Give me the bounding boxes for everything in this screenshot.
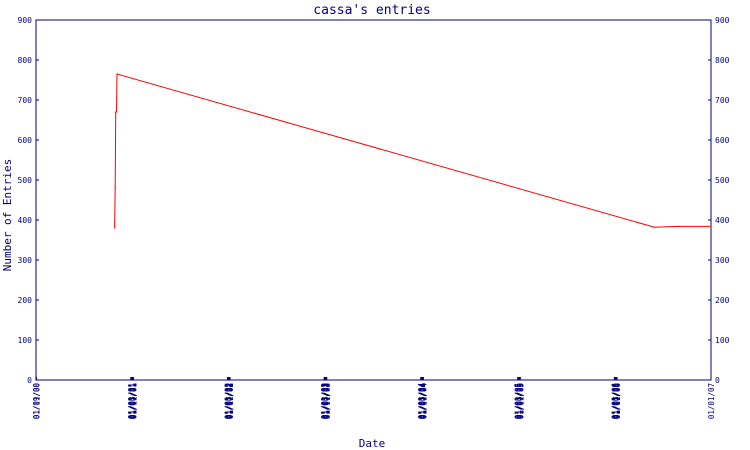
x-tick-label: 01/05/05 [515,383,524,419]
x-tick-label: 01/01/04 [417,383,426,420]
x-tick-label: 01/01/07 [707,383,716,419]
chart-title: cassa's entries [313,3,430,18]
x-tick-label: 01/11/06 [613,383,622,420]
data-point [116,73,118,75]
x-tick-label: 01/09/02 [226,383,235,419]
y-tick-label-right: 700 [715,96,730,105]
x-tick-label: 01/07/04 [418,383,427,420]
x-tick-label: 01/01/03 [320,383,329,419]
x-tick-label: 01/09/01 [129,383,138,419]
x-tick-label: 01/03/05 [514,383,523,419]
x-tick-label: 01/01/02 [223,383,232,419]
y-tick-label-left: 700 [18,96,33,105]
x-tick-label: 01/07/03 [322,383,331,419]
y-tick-label-left: 800 [18,56,33,65]
y-tick-label-right: 900 [715,16,730,25]
x-tick-label: 01/05/02 [225,383,234,419]
x-tick-label: 01/03/03 [321,383,330,419]
y-tick-label-left: 500 [18,176,33,185]
y-tick-label-right: 600 [715,136,730,145]
data-point [115,111,118,113]
x-tick-label: 01/03/02 [224,383,233,419]
y-ticks-right: 0 100 200 300 400 500 600 700 800 900 [708,16,730,385]
y-tick-label-right: 500 [715,176,730,185]
x-tick-label: 01/03/04 [417,383,426,420]
y-tick-label-right: 400 [715,216,730,225]
y-tick-label-left: 600 [18,136,33,145]
x-tick-label: 01/05/03 [321,383,330,419]
x-tick-label: 01/09/03 [322,383,331,419]
x-tick-label: 01/09/06 [612,383,621,420]
data-point [678,225,680,227]
x-tick-label: 01/01/06 [610,383,619,420]
y-tick-label-right: 200 [715,296,730,305]
y-tick-label-left: 900 [18,16,33,25]
y-tick-label-left: 100 [18,336,33,345]
x-tick-label: 01/11/00 [33,383,42,420]
x-tick-label: 01/07/06 [612,383,621,420]
y-tick-label-left: 400 [18,216,33,225]
x-tick-label: 01/05/01 [128,383,137,419]
data-point [114,227,116,229]
y-tick-label-left: 200 [18,296,33,305]
x-tick-label: 01/01/01 [127,383,136,419]
plot-frame [35,19,712,381]
x-tick-label: 01/07/02 [225,383,234,419]
y-ticks-left: 0 100 200 300 400 500 600 700 800 900 [18,16,39,385]
x-tick-label: 01/07/01 [128,383,137,419]
x-tick-label: 01/03/01 [127,383,136,419]
x-tick-label: 01/11/05 [516,383,525,419]
x-tick-label: 01/05/06 [611,383,620,420]
x-tick-label: 01/09/04 [419,383,428,420]
x-tick-label: 01/09/00 [32,383,41,420]
x-tick-label: 01/03/06 [611,383,620,420]
x-tick-label: 01/11/01 [129,383,138,419]
x-tick-label: 01/09/05 [516,383,525,419]
y-axis-label: Number of Entries [1,159,14,272]
x-tick-label: 01/11/02 [226,383,235,419]
data-point [114,187,116,189]
data-point [710,225,712,227]
y-tick-label-right: 100 [715,336,730,345]
series-line [114,73,711,229]
data-point [653,226,655,228]
x-tick-label: 01/11/04 [419,383,428,420]
x-tick-label: 01/01/05 [514,383,523,419]
y-tick-label-right: 300 [715,256,730,265]
y-tick-label-left: 300 [18,256,33,265]
x-tick-label: 01/11/03 [323,383,332,419]
x-axis-label: Date [359,437,386,450]
x-tick-label: 01/07/05 [515,383,524,419]
series-group [114,73,712,229]
y-tick-label-right: 0 [715,376,720,385]
y-tick-label-right: 800 [715,56,730,65]
x-tick-label: 01/05/04 [418,383,427,420]
y-tick-label-left: 0 [27,376,32,385]
